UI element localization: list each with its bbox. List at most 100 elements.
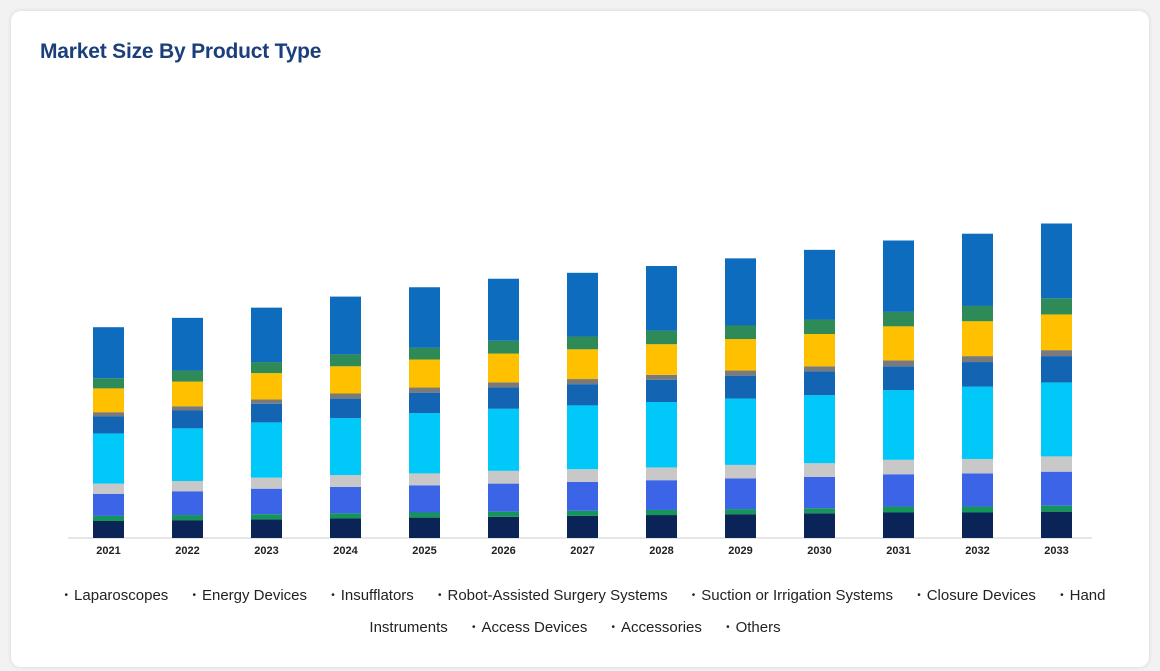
x-tick-labels: 2021 2022 2023 2024 2025 2026 2027 2028 2029 2030… — [96, 545, 1068, 557]
x-tick-label: 2026 — [491, 545, 515, 557]
legend-bullet-icon: • — [1060, 590, 1064, 601]
bar-2021-segment-8 — [93, 378, 124, 389]
bar-2032-segment-8 — [962, 305, 993, 322]
bar-2021-segment-7 — [93, 388, 124, 413]
legend-bullet-icon: • — [726, 622, 730, 633]
x-tick-label: 2031 — [886, 545, 910, 557]
bar-2027-segment-8 — [567, 336, 598, 350]
legend-label: Accessories — [621, 619, 702, 636]
bars-group — [93, 223, 1072, 538]
x-tick-label: 2025 — [412, 545, 436, 557]
bar-2033-segment-6 — [1041, 350, 1072, 357]
bar-2022-segment-2 — [172, 491, 203, 516]
x-tick-label: 2033 — [1044, 545, 1068, 557]
bar-2030-segment-5 — [804, 371, 835, 396]
bar-2027-segment-4 — [567, 405, 598, 470]
bar-2024-segment-0 — [330, 518, 361, 538]
legend-bullet-icon: • — [437, 590, 442, 601]
bar-2021-segment-5 — [93, 416, 124, 434]
bar-2028-segment-8 — [646, 330, 677, 345]
bar-2022-segment-6 — [172, 406, 203, 411]
chart-title: Market Size By Product Type — [40, 40, 322, 63]
bar-2025-segment-0 — [409, 517, 440, 538]
bar-2024-segment-9 — [330, 296, 361, 355]
bar-2031-segment-7 — [883, 326, 914, 361]
bar-2027-segment-0 — [567, 515, 598, 538]
bar-2024-segment-8 — [330, 354, 361, 367]
x-tick-label: 2027 — [570, 545, 594, 557]
bar-2029-segment-1 — [725, 509, 756, 515]
bar-2027-segment-7 — [567, 349, 598, 380]
bar-2024-segment-1 — [330, 513, 361, 519]
bar-2033-segment-7 — [1041, 314, 1072, 351]
bar-2030-segment-0 — [804, 513, 835, 538]
bar-2027-segment-2 — [567, 481, 598, 511]
bar-2029-segment-4 — [725, 398, 756, 465]
bar-2031-segment-3 — [883, 459, 914, 475]
x-tick-label: 2032 — [965, 545, 989, 557]
bar-2023-segment-0 — [251, 519, 282, 538]
bar-2022-segment-3 — [172, 481, 203, 492]
legend-label: Energy Devices — [201, 587, 308, 604]
bar-2023-segment-8 — [251, 362, 282, 374]
bar-2021-segment-2 — [93, 493, 124, 516]
bar-2026-segment-8 — [488, 340, 519, 354]
bar-2025-segment-7 — [409, 359, 440, 388]
stacked-bar-chart: 2021 2022 2023 2024 2025 2026 2027 2028 2029 2030… — [68, 223, 1092, 557]
x-tick-label: 2024 — [333, 545, 358, 557]
bar-2031-segment-9 — [883, 240, 914, 312]
bar-2026-segment-7 — [488, 353, 519, 383]
bar-2033-segment-0 — [1041, 511, 1072, 538]
bar-2031-segment-0 — [883, 512, 914, 538]
bar-2032-segment-1 — [962, 506, 993, 513]
bar-2032-segment-7 — [962, 321, 993, 357]
bar-2030-segment-8 — [804, 319, 835, 334]
bar-2028-segment-2 — [646, 480, 677, 510]
x-tick-label: 2023 — [254, 545, 278, 557]
legend-item: • Access Devices — [472, 619, 587, 636]
bar-2033-segment-3 — [1041, 456, 1072, 472]
bar-2023-segment-6 — [251, 399, 282, 404]
bar-2030-segment-3 — [804, 463, 835, 477]
bar-2023-segment-2 — [251, 488, 282, 515]
legend-label: Laparoscopes — [74, 587, 169, 604]
x-tick-label: 2022 — [175, 545, 199, 557]
bar-2024-segment-6 — [330, 393, 361, 399]
bar-2033-segment-5 — [1041, 356, 1072, 383]
bar-2021-segment-9 — [93, 327, 124, 379]
legend-label: Access Devices — [481, 619, 588, 636]
bar-2028-segment-5 — [646, 379, 677, 402]
legend-item: • Closure Devices — [917, 587, 1036, 604]
bar-2033-segment-9 — [1041, 223, 1072, 299]
bar-2026-segment-5 — [488, 387, 519, 409]
legend-item: • Energy Devices — [192, 587, 307, 604]
bar-2026-segment-2 — [488, 483, 519, 512]
bar-2023-segment-4 — [251, 422, 282, 478]
bar-2025-segment-9 — [409, 287, 440, 348]
bar-2025-segment-1 — [409, 512, 440, 518]
bar-2029-segment-5 — [725, 375, 756, 399]
bar-2021-segment-0 — [93, 521, 124, 538]
bar-2029-segment-8 — [725, 325, 756, 340]
legend-label: Insufflators — [340, 587, 414, 604]
bar-2027-segment-3 — [567, 469, 598, 482]
bar-2024-segment-5 — [330, 398, 361, 419]
bar-2030-segment-2 — [804, 476, 835, 509]
bar-2021-segment-6 — [93, 412, 124, 417]
legend-item: • Hand Instruments — [369, 587, 1105, 636]
bar-2026-segment-6 — [488, 382, 519, 388]
legend-label: Hand Instruments — [369, 587, 1106, 636]
bar-2030-segment-1 — [804, 508, 835, 514]
x-tick-label: 2028 — [649, 545, 673, 557]
bar-2025-segment-6 — [409, 387, 440, 393]
bar-2022-segment-9 — [172, 317, 203, 371]
bar-2028-segment-0 — [646, 515, 677, 538]
bar-2026-segment-9 — [488, 278, 519, 341]
bar-2033-segment-8 — [1041, 298, 1072, 315]
bar-2029-segment-3 — [725, 464, 756, 479]
legend-item: • Suction or Irrigation Systems — [692, 587, 893, 604]
bar-2027-segment-1 — [567, 510, 598, 516]
bar-2031-segment-5 — [883, 366, 914, 391]
bar-2021-segment-3 — [93, 483, 124, 494]
bar-2023-segment-3 — [251, 477, 282, 489]
